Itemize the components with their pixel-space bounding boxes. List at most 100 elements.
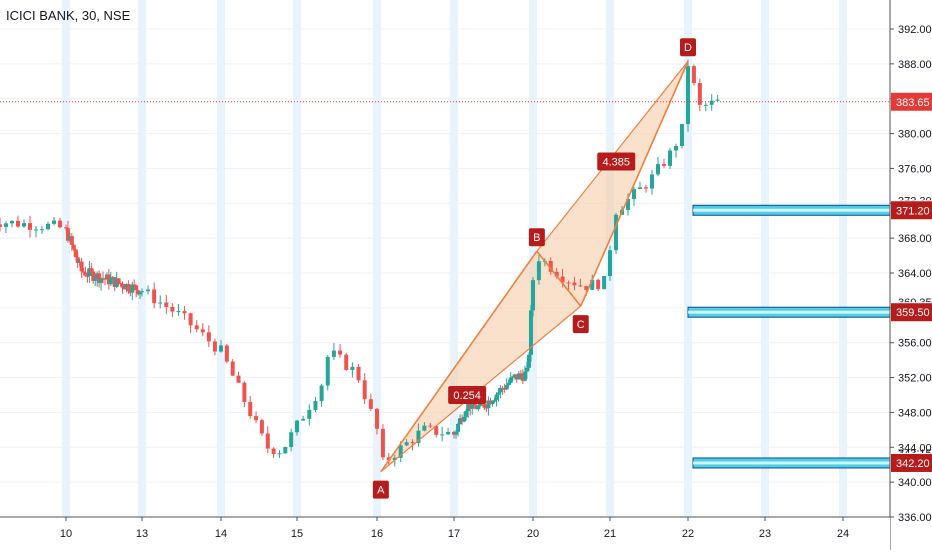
candle-body xyxy=(680,124,684,147)
pattern-ratio: 4.385 xyxy=(597,152,636,171)
price-level-tag-label: 359.50 xyxy=(896,307,930,319)
candle-body xyxy=(608,250,612,277)
candle-body xyxy=(512,374,517,377)
candle-body xyxy=(500,387,505,389)
price-level-tag: 342.20 xyxy=(891,453,932,472)
candle-body xyxy=(496,392,501,395)
candle-body xyxy=(134,285,139,291)
pattern-leg-ab xyxy=(380,250,538,473)
price-level-tag-label: 342.20 xyxy=(896,458,930,470)
candle-body xyxy=(478,402,483,406)
y-tick-label: 340.00 xyxy=(898,477,932,489)
candle-body xyxy=(662,164,666,166)
pattern-point-label: B xyxy=(533,232,540,244)
candle-body xyxy=(715,99,720,101)
x-tick-label: 14 xyxy=(215,528,227,540)
candle-body xyxy=(170,307,175,312)
pattern-leg-cd xyxy=(580,60,689,307)
price-level-highlight xyxy=(693,461,890,465)
candle-body xyxy=(164,302,169,308)
price-level-tag-box xyxy=(891,453,932,472)
candle-body xyxy=(22,223,26,227)
candle-body xyxy=(325,356,330,386)
candle-body xyxy=(626,198,630,210)
y-tick-label: 352.00 xyxy=(898,373,932,385)
candle-body xyxy=(596,279,601,290)
candle-body xyxy=(518,373,523,376)
candle-body xyxy=(194,325,199,330)
pattern-point-box xyxy=(572,315,589,334)
pattern-fill-abc xyxy=(380,251,581,472)
candle-body xyxy=(456,423,461,432)
candle-body xyxy=(548,260,553,272)
candle-body xyxy=(428,425,433,427)
candle-body xyxy=(97,273,102,283)
y-tick-label: 356.00 xyxy=(898,338,932,350)
candle-body xyxy=(514,374,519,380)
candle-body xyxy=(470,399,475,409)
candle-body xyxy=(458,418,463,424)
candle-body xyxy=(356,366,361,381)
pattern-point-a: A xyxy=(372,480,389,499)
candle-body xyxy=(64,227,68,229)
candle-body xyxy=(28,223,32,230)
price-level-tag-box xyxy=(891,303,932,322)
candle-body xyxy=(73,249,78,258)
candle-body xyxy=(614,214,618,251)
candle-body xyxy=(368,399,373,409)
price-level-tag: 359.50 xyxy=(891,303,932,322)
candle-body xyxy=(494,394,499,401)
candle-body xyxy=(488,400,493,405)
candle-body xyxy=(146,289,151,292)
candle-body xyxy=(709,100,714,105)
candle-body xyxy=(531,280,535,311)
candle-body xyxy=(120,283,125,288)
candle-body xyxy=(93,279,98,281)
candle-body xyxy=(265,433,270,449)
candle-body xyxy=(520,375,525,381)
candle-body xyxy=(410,442,415,444)
candle-body xyxy=(236,375,241,383)
candle-body xyxy=(454,431,459,435)
candle-body xyxy=(350,366,355,370)
candle-body xyxy=(386,457,391,461)
candle-body xyxy=(87,268,92,277)
candle-body xyxy=(416,430,421,444)
pattern-point-label: C xyxy=(577,319,585,331)
y-tick-label: 344.00 xyxy=(898,442,932,454)
candle-body xyxy=(301,418,306,421)
candle-body xyxy=(528,310,533,355)
candle-body xyxy=(319,385,324,402)
candle-body xyxy=(536,261,541,281)
candle-body xyxy=(434,426,439,435)
candle-body xyxy=(440,434,445,436)
candle-body xyxy=(338,350,343,355)
candle-body xyxy=(524,367,529,372)
x-tick-label: 23 xyxy=(759,528,771,540)
candle-body xyxy=(498,387,503,393)
y-tick-label: 388.00 xyxy=(898,59,932,71)
candle-body xyxy=(295,420,299,433)
candle-body xyxy=(504,385,509,390)
candle-body xyxy=(508,377,513,383)
candle-body xyxy=(506,382,511,386)
candle-body xyxy=(331,350,336,357)
candle-body xyxy=(554,271,559,277)
price-level xyxy=(687,306,891,318)
candle-body xyxy=(10,220,14,224)
candle-body xyxy=(200,329,205,333)
candle-body xyxy=(484,407,489,409)
candle-body xyxy=(703,104,708,106)
candle-body xyxy=(560,276,565,283)
y-tick-label: 368.00 xyxy=(898,233,932,245)
candle-body xyxy=(34,229,38,231)
candle-body xyxy=(212,341,217,352)
x-tick-label: 15 xyxy=(291,528,303,540)
x-tick-label: 24 xyxy=(837,528,849,540)
candle-body xyxy=(668,150,672,166)
candle-body xyxy=(16,220,20,227)
price-level xyxy=(692,204,891,216)
candle-body xyxy=(686,66,690,125)
